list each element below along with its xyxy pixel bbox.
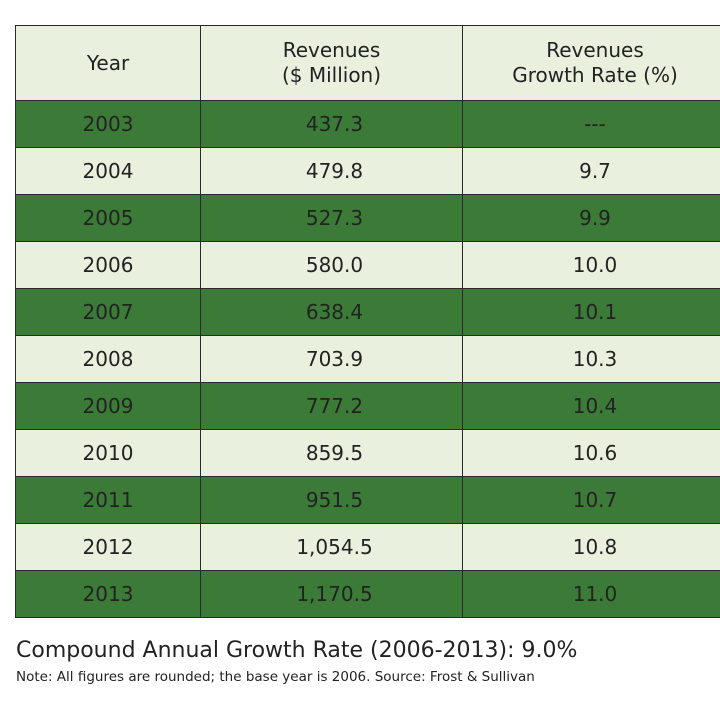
header-growth-line2: Growth Rate (%) xyxy=(512,63,678,87)
table-row: 2012 1,054.5 10.8 xyxy=(15,523,720,571)
cell-revenue: 527.3 xyxy=(200,194,463,242)
header-year-label: Year xyxy=(86,50,130,75)
cell-growth-rate: 10.7 xyxy=(462,476,720,524)
cell-growth-rate: 10.1 xyxy=(462,288,720,336)
cell-revenue: 580.0 xyxy=(200,241,463,289)
cell-revenue: 437.3 xyxy=(200,100,463,148)
cell-year: 2012 xyxy=(15,523,201,571)
cell-revenue: 1,170.5 xyxy=(200,570,463,618)
source-note: Note: All figures are rounded; the base … xyxy=(16,669,535,685)
cell-year: 2010 xyxy=(15,429,201,477)
header-revenues-line1: Revenues xyxy=(282,38,381,62)
cell-growth-rate: 10.0 xyxy=(462,241,720,289)
cell-year: 2007 xyxy=(15,288,201,336)
cell-revenue: 1,054.5 xyxy=(200,523,463,571)
table-row: 2005 527.3 9.9 xyxy=(15,194,720,242)
cell-revenue: 638.4 xyxy=(200,288,463,336)
table-row: 2010 859.5 10.6 xyxy=(15,429,720,477)
cell-revenue: 951.5 xyxy=(200,476,463,524)
cell-year: 2011 xyxy=(15,476,201,524)
cell-growth-rate: 10.8 xyxy=(462,523,720,571)
cell-growth-rate: 9.7 xyxy=(462,147,720,195)
cell-year: 2004 xyxy=(15,147,201,195)
cell-growth-rate: --- xyxy=(462,100,720,148)
table-row: 2004 479.8 9.7 xyxy=(15,147,720,195)
cell-growth-rate: 10.3 xyxy=(462,335,720,383)
cagr-caption: Compound Annual Growth Rate (2006-2013):… xyxy=(16,638,578,663)
table-row: 2013 1,170.5 11.0 xyxy=(15,570,720,618)
header-revenues: Revenues ($ Million) xyxy=(200,25,463,101)
header-growth-line1: Revenues xyxy=(546,38,644,62)
table-row: 2008 703.9 10.3 xyxy=(15,335,720,383)
cell-year: 2003 xyxy=(15,100,201,148)
cell-year: 2009 xyxy=(15,382,201,430)
table-row: 2006 580.0 10.0 xyxy=(15,241,720,289)
cell-year: 2008 xyxy=(15,335,201,383)
header-year: Year xyxy=(15,25,201,101)
cell-growth-rate: 10.4 xyxy=(462,382,720,430)
header-growth: Revenues Growth Rate (%) xyxy=(462,25,720,101)
cell-revenue: 479.8 xyxy=(200,147,463,195)
cell-year: 2005 xyxy=(15,194,201,242)
cell-growth-rate: 10.6 xyxy=(462,429,720,477)
header-revenues-line2: ($ Million) xyxy=(281,63,382,87)
cell-revenue: 859.5 xyxy=(200,429,463,477)
cell-revenue: 777.2 xyxy=(200,382,463,430)
table-row: 2003 437.3 --- xyxy=(15,100,720,148)
table-row: 2011 951.5 10.7 xyxy=(15,476,720,524)
cell-growth-rate: 9.9 xyxy=(462,194,720,242)
table-row: 2009 777.2 10.4 xyxy=(15,382,720,430)
header-row: Year Revenues ($ Million) Revenues Growt… xyxy=(15,25,720,101)
cell-year: 2013 xyxy=(15,570,201,618)
revenue-table: Year Revenues ($ Million) Revenues Growt… xyxy=(15,25,720,618)
cell-year: 2006 xyxy=(15,241,201,289)
table-row: 2007 638.4 10.1 xyxy=(15,288,720,336)
cell-revenue: 703.9 xyxy=(200,335,463,383)
table-body: 2003 437.3 --- 2004 479.8 9.7 2005 527.3 9.9 2006… xyxy=(15,100,720,618)
cell-growth-rate: 11.0 xyxy=(462,570,720,618)
